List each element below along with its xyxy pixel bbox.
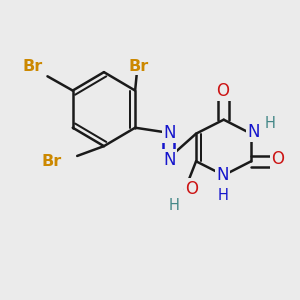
- Text: H: H: [218, 188, 228, 203]
- Text: Br: Br: [129, 59, 149, 74]
- Text: O: O: [271, 150, 284, 168]
- Text: N: N: [163, 124, 176, 142]
- Text: N: N: [217, 166, 229, 184]
- Text: Br: Br: [41, 154, 61, 169]
- Text: N: N: [248, 123, 260, 141]
- Text: O: O: [185, 180, 198, 198]
- Text: H: H: [265, 116, 276, 131]
- Text: N: N: [163, 151, 176, 169]
- Text: Br: Br: [22, 59, 43, 74]
- Text: O: O: [216, 82, 229, 100]
- Text: H: H: [168, 198, 179, 213]
